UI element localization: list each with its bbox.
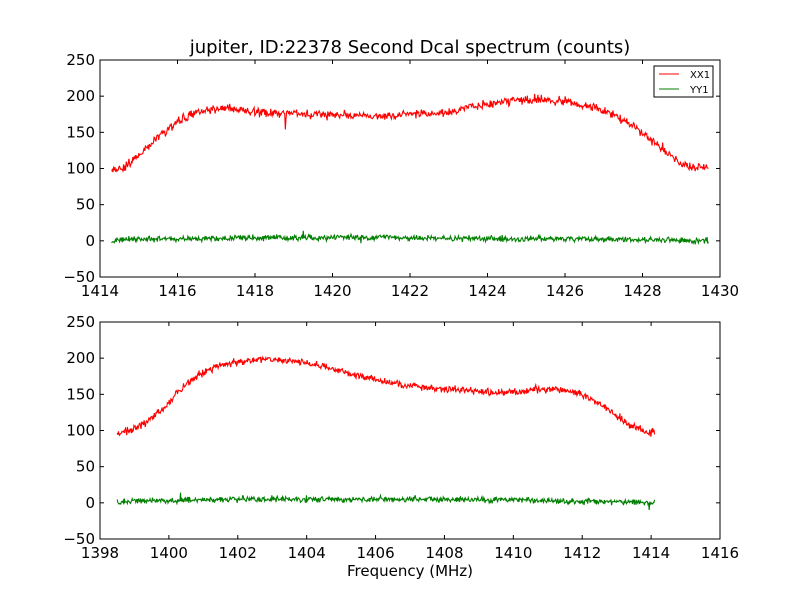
bottom-series-yy1 (116, 492, 656, 511)
bottom-x-tick-label: 1404 (288, 544, 326, 562)
bottom-x-tick-label: 1412 (563, 544, 601, 562)
bottom-plot-area (116, 355, 656, 511)
top-x-tick-label: 1420 (313, 282, 351, 300)
bottom-y-tick-label: 150 (66, 385, 95, 403)
top-y-tick-label: 150 (66, 123, 95, 141)
top-series-xx1 (111, 93, 709, 174)
top-y-tick-label: 250 (66, 51, 95, 69)
top-panel: 1414 1416 1418 1420 1422 1424 1426 1428 1430 −50 0… (63, 51, 739, 300)
top-x-tick-label: 1428 (623, 282, 661, 300)
bottom-y-tick-label: 50 (76, 458, 95, 476)
bottom-ticks: 1398 1400 1402 1404 1406 1408 1410 1412 1414 1416… (63, 313, 739, 562)
top-x-tick-label: 1414 (81, 282, 119, 300)
legend: XX1 YY1 (653, 65, 714, 98)
x-axis-label: Frequency (MHz) (347, 562, 473, 580)
top-x-tick-label: 1426 (546, 282, 584, 300)
bottom-y-tick-label: 100 (66, 422, 95, 440)
top-x-tick-label: 1430 (701, 282, 739, 300)
bottom-x-tick-label: 1402 (219, 544, 257, 562)
bottom-y-tick-label: 0 (85, 494, 95, 512)
top-y-tick-label: 100 (66, 160, 95, 178)
top-series-yy1 (111, 230, 709, 245)
legend-label-yy1: YY1 (689, 85, 709, 96)
top-x-tick-label: 1422 (391, 282, 429, 300)
bottom-y-tick-label: 250 (66, 313, 95, 331)
bottom-x-tick-label: 1414 (632, 544, 670, 562)
bottom-series-xx1 (116, 355, 656, 437)
top-ticks: 1414 1416 1418 1420 1422 1424 1426 1428 1430 −50 0… (63, 51, 739, 300)
top-plot-area (111, 93, 709, 245)
top-y-tick-label: 0 (85, 232, 95, 250)
top-x-tick-label: 1416 (158, 282, 196, 300)
bottom-y-tick-label: 200 (66, 349, 95, 367)
bottom-y-tick-label: −50 (63, 530, 95, 548)
legend-label-xx1: XX1 (690, 70, 710, 81)
chart-title: jupiter, ID:22378 Second Dcal spectrum (… (189, 37, 631, 58)
bottom-x-tick-label: 1416 (701, 544, 739, 562)
bottom-panel: 1398 1400 1402 1404 1406 1408 1410 1412 1414 1416… (63, 313, 739, 562)
bottom-x-tick-label: 1410 (494, 544, 532, 562)
bottom-x-tick-label: 1398 (81, 544, 119, 562)
bottom-x-tick-label: 1406 (356, 544, 394, 562)
top-y-tick-label: 50 (76, 196, 95, 214)
legend-box (653, 65, 714, 98)
bottom-x-tick-label: 1400 (150, 544, 188, 562)
top-y-tick-label: 200 (66, 87, 95, 105)
bottom-x-tick-label: 1408 (425, 544, 463, 562)
top-x-tick-label: 1418 (236, 282, 274, 300)
top-y-tick-label: −50 (63, 268, 95, 286)
top-x-tick-label: 1424 (468, 282, 506, 300)
